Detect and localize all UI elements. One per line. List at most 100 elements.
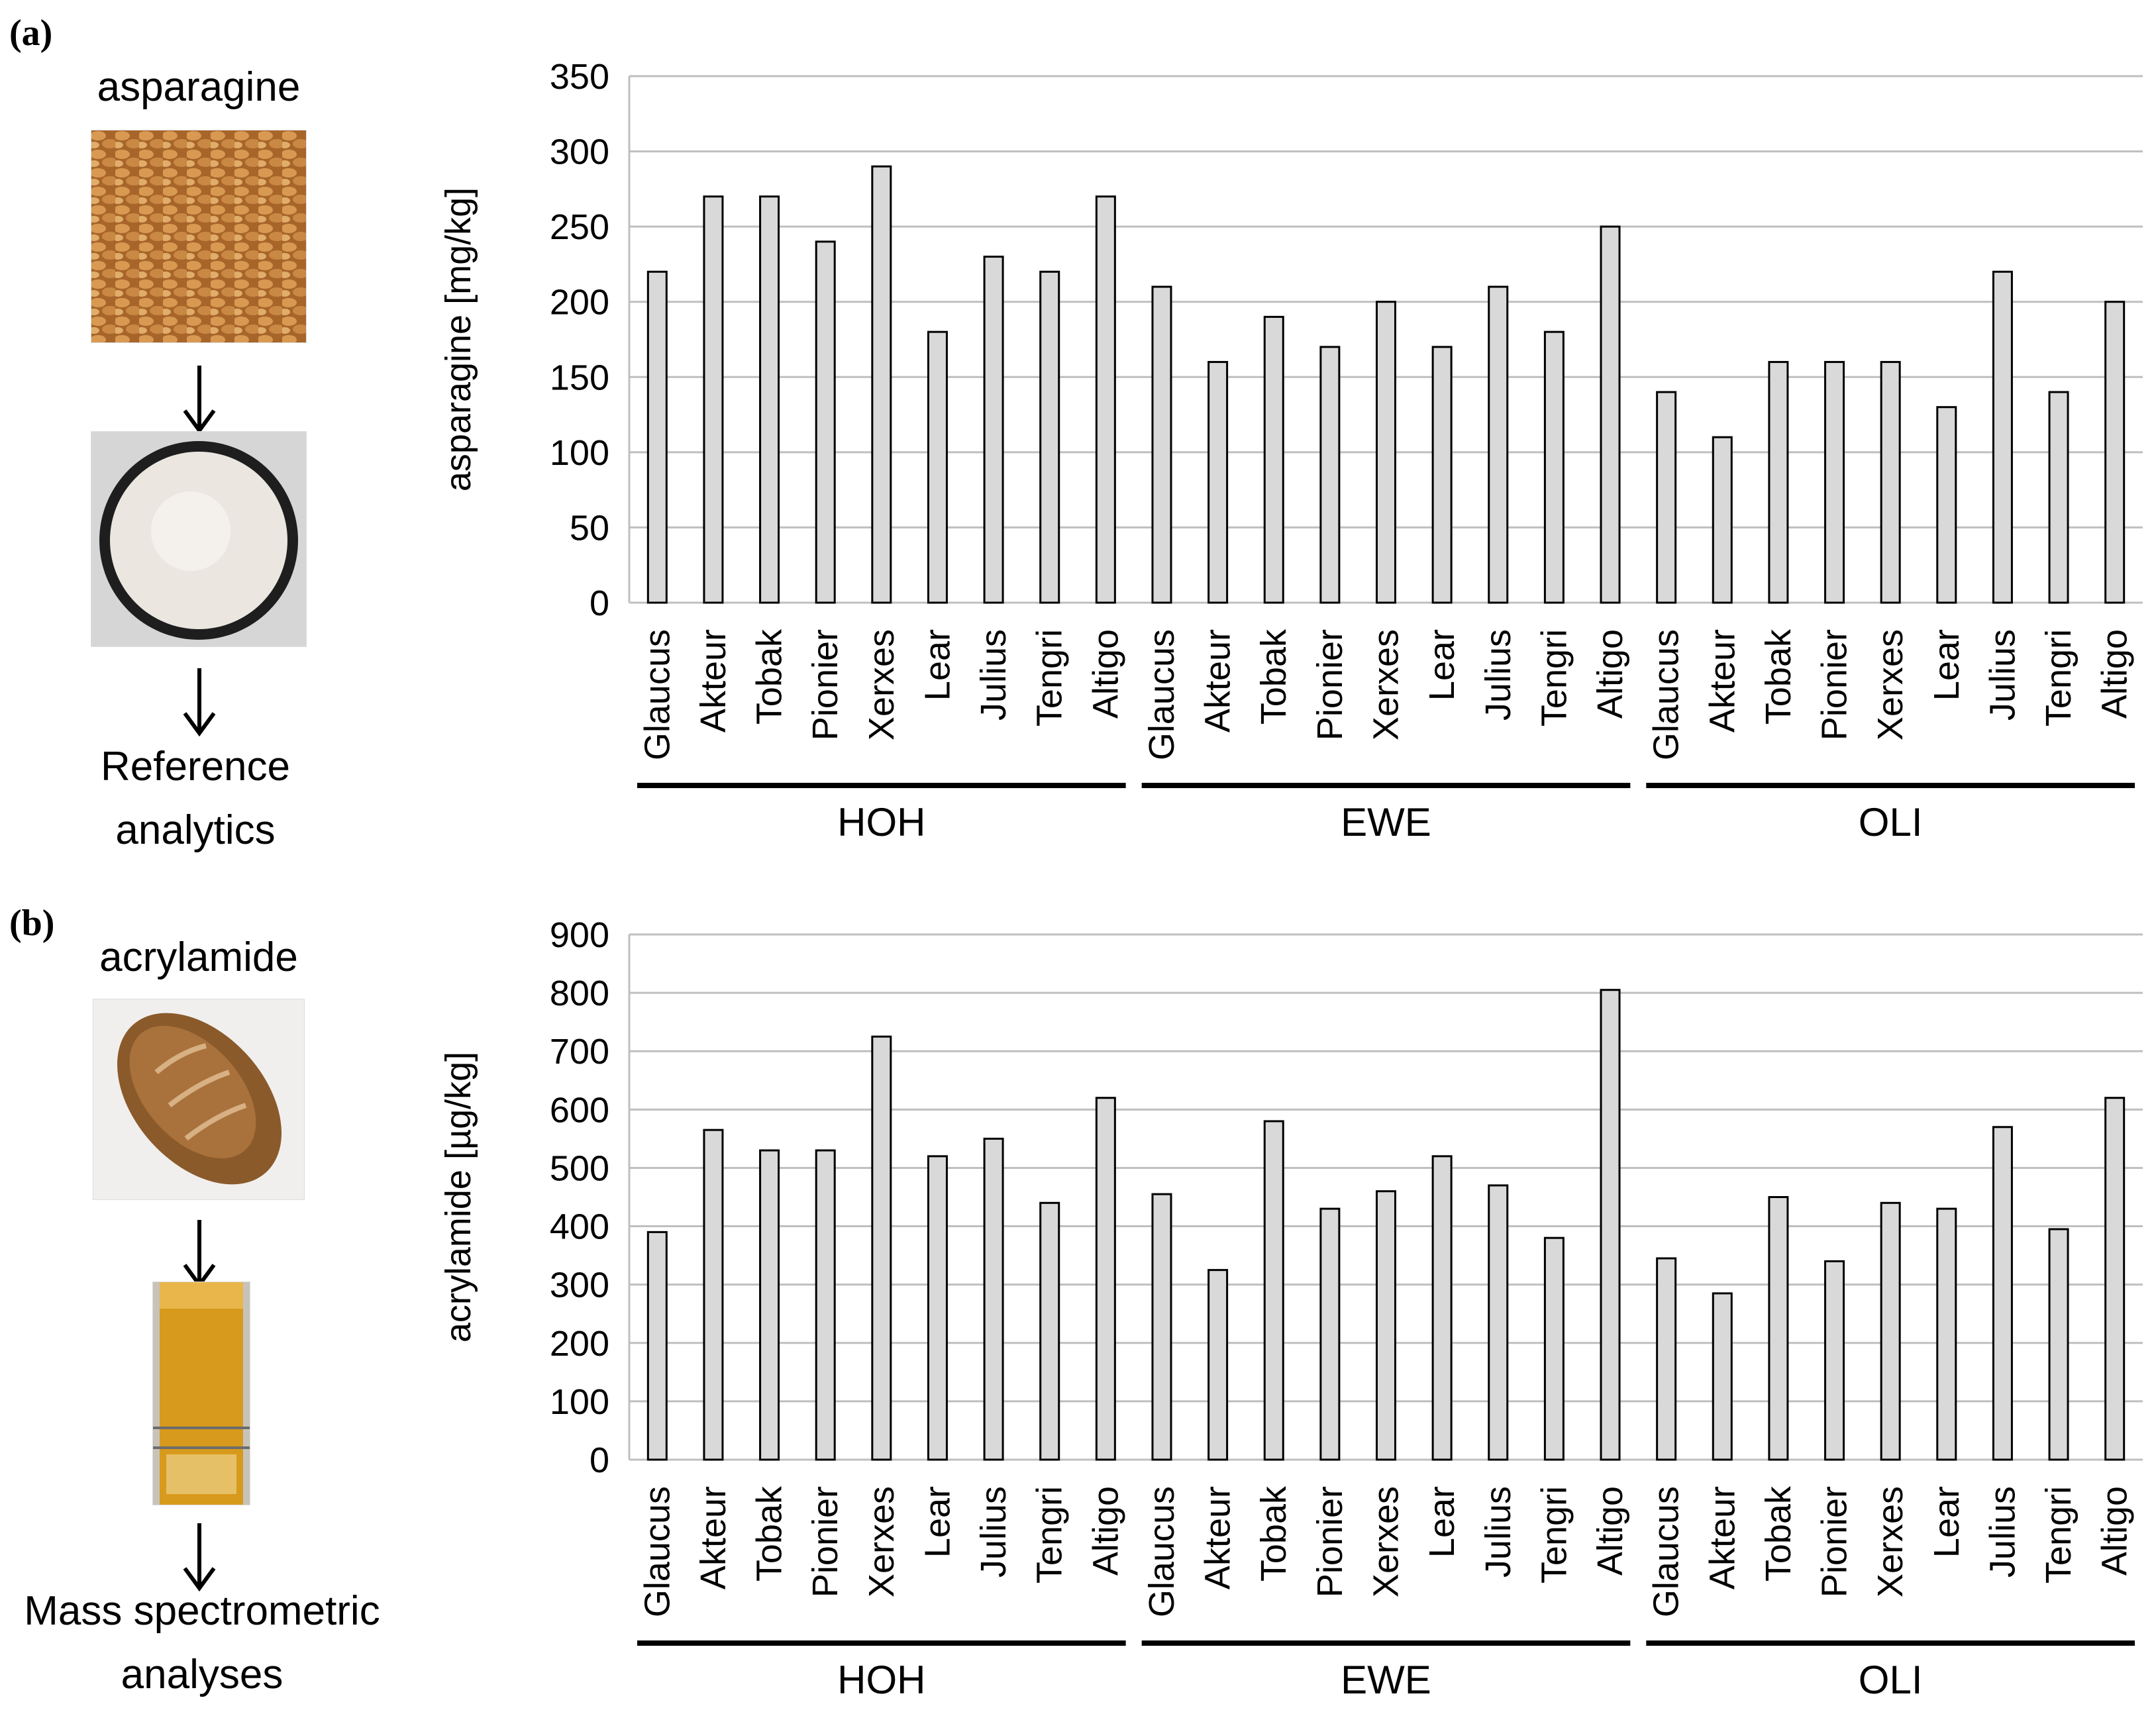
asparagine-x-tick-label: Akteur — [1198, 629, 1238, 732]
acrylamide-y-tick-label: 900 — [550, 915, 609, 955]
acrylamide-bar — [1543, 1236, 1565, 1461]
asparagine-x-tick-label: Xerxes — [862, 629, 901, 740]
acrylamide-x-tick-label: Xerxes — [1366, 1486, 1406, 1597]
asparagine-x-tick-label: Julius — [974, 629, 1013, 721]
acrylamide-x-tick-label: Julius — [1478, 1486, 1518, 1578]
caption-line: Reference — [100, 744, 291, 789]
asparagine-x-tick-label: Altigo — [2095, 629, 2135, 719]
panel-b-label: (b) — [9, 903, 55, 944]
panel-a-caption: Reference analytics — [26, 735, 364, 862]
acrylamide-bar — [1656, 1257, 1677, 1461]
asparagine-bar — [1263, 315, 1284, 604]
asparagine-y-axis-label: asparagine [mg/kg] — [438, 187, 478, 491]
acrylamide-x-tick-label: Glaucus — [637, 1486, 677, 1617]
asparagine-bar — [703, 195, 724, 604]
wheat-grains-icon — [91, 130, 306, 342]
asparagine-x-tick-label: Glaucus — [1647, 629, 1686, 760]
asparagine-bar — [815, 240, 836, 604]
asparagine-bar — [1488, 285, 1509, 604]
acrylamide-bar — [1376, 1190, 1396, 1461]
acrylamide-bar — [1600, 989, 1621, 1461]
acrylamide-bar — [871, 1035, 892, 1461]
acrylamide-y-tick-label: 100 — [550, 1382, 609, 1422]
acrylamide-bar — [983, 1137, 1004, 1461]
asparagine-y-tick-label: 300 — [550, 132, 609, 172]
acrylamide-y-tick-label: 400 — [550, 1207, 609, 1247]
acrylamide-x-tick-label: Glaucus — [1142, 1486, 1182, 1617]
acrylamide-bar — [1039, 1201, 1060, 1461]
asparagine-x-tick-label: Tengri — [1030, 629, 1070, 727]
acrylamide-x-tick-label: Tengri — [1534, 1486, 1574, 1584]
flour-bowl-icon — [99, 441, 298, 640]
acrylamide-x-tick-label: Tobak — [750, 1485, 790, 1582]
asparagine-group-label: OLI — [1859, 800, 1923, 844]
acrylamide-x-tick-label: Lear — [1422, 1486, 1462, 1558]
acrylamide-bar — [1936, 1207, 1957, 1461]
acrylamide-x-tick-label: Tobak — [1759, 1485, 1798, 1582]
asparagine-x-tick-label: Lear — [1422, 629, 1462, 701]
asparagine-x-tick-label: Julius — [1478, 629, 1518, 721]
acrylamide-x-tick-label: Xerxes — [1871, 1486, 1910, 1597]
acrylamide-bar — [1263, 1120, 1284, 1461]
acrylamide-y-tick-label: 600 — [550, 1090, 609, 1130]
arrow-down-icon — [183, 668, 216, 737]
panel-b-caption: Mass spectrometric analyses — [0, 1580, 404, 1707]
acrylamide-x-tick-label: Tobak — [1254, 1485, 1294, 1582]
asparagine-x-tick-label: Xerxes — [1366, 629, 1406, 740]
acrylamide-x-tick-label: Xerxes — [862, 1486, 901, 1597]
acrylamide-x-tick-label: Julius — [1982, 1486, 2022, 1578]
panel-a-label: (a) — [9, 13, 53, 54]
asparagine-x-tick-label: Pionier — [1310, 629, 1350, 740]
acrylamide-bar — [1880, 1201, 1901, 1461]
asparagine-bar — [871, 165, 892, 604]
asparagine-group-label: HOH — [837, 800, 925, 844]
acrylamide-x-tick-label: Glaucus — [1647, 1486, 1686, 1617]
asparagine-y-tick-label: 100 — [550, 433, 609, 473]
asparagine-bar — [1543, 330, 1565, 604]
acrylamide-x-tick-label: Lear — [1927, 1486, 1967, 1558]
asparagine-bar — [983, 256, 1004, 604]
asparagine-x-tick-label: Glaucus — [637, 629, 677, 760]
asparagine-bar — [1712, 436, 1733, 604]
acrylamide-x-tick-label: Tengri — [2039, 1486, 2079, 1584]
acrylamide-y-tick-label: 200 — [550, 1324, 609, 1364]
caption-line: analyses — [121, 1652, 283, 1697]
acrylamide-x-tick-label: Pionier — [805, 1486, 845, 1597]
sample-tube-icon — [153, 1282, 250, 1505]
asparagine-y-tick-label: 150 — [550, 358, 609, 397]
asparagine-bar — [1207, 361, 1229, 604]
bread-loaf-icon — [117, 1013, 282, 1185]
acrylamide-group-label: HOH — [837, 1658, 925, 1702]
acrylamide-bar — [703, 1129, 724, 1461]
asparagine-bar — [1992, 270, 2013, 604]
asparagine-x-tick-label: Tobak — [750, 629, 790, 725]
acrylamide-y-axis-label: acrylamide [µg/kg] — [438, 1052, 478, 1342]
asparagine-bar — [927, 330, 948, 604]
asparagine-y-tick-label: 350 — [550, 57, 609, 97]
acrylamide-y-tick-label: 700 — [550, 1032, 609, 1072]
acrylamide-bar — [1768, 1196, 1789, 1461]
acrylamide-bar — [1151, 1193, 1172, 1461]
asparagine-y-tick-label: 200 — [550, 283, 609, 323]
acrylamide-x-tick-label: Pionier — [1310, 1486, 1350, 1597]
asparagine-x-tick-label: Akteur — [693, 629, 733, 732]
asparagine-x-tick-label: Altigo — [1086, 629, 1125, 719]
acrylamide-x-tick-label: Julius — [974, 1486, 1013, 1578]
acrylamide-group-label: EWE — [1341, 1658, 1431, 1702]
asparagine-bar — [1936, 406, 1957, 604]
acrylamide-x-tick-label: Akteur — [1702, 1486, 1742, 1589]
sample-tube-photo — [152, 1282, 250, 1505]
acrylamide-bar — [1712, 1292, 1733, 1461]
asparagine-x-tick-label: Altigo — [1590, 629, 1630, 719]
acrylamide-y-tick-label: 0 — [590, 1440, 609, 1480]
asparagine-bar — [1319, 346, 1341, 604]
bread-loaf-photo — [93, 999, 305, 1200]
caption-line: analytics — [115, 807, 276, 853]
acrylamide-x-tick-label: Tengri — [1030, 1486, 1070, 1584]
asparagine-bar — [2048, 391, 2069, 604]
acrylamide-bar — [2048, 1228, 2069, 1461]
acrylamide-bar — [1488, 1184, 1509, 1461]
asparagine-x-tick-label: Tobak — [1759, 629, 1798, 725]
flour-bowl-photo — [91, 431, 307, 647]
